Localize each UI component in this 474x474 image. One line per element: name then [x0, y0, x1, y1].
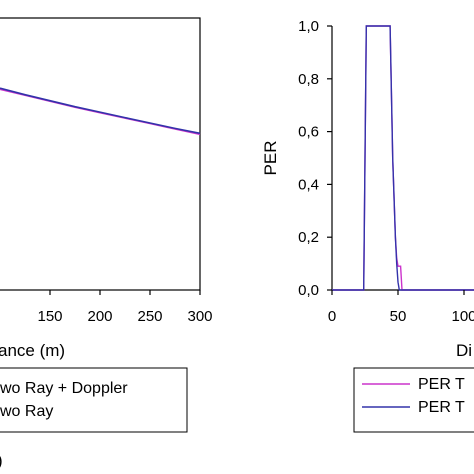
- right-y-axis-label: PER: [261, 141, 280, 176]
- right-x-axis-label: Di: [456, 341, 472, 360]
- right-x-tick-label: 100: [451, 308, 474, 325]
- left-plot-frame: [0, 17, 201, 291]
- left-series-line-1: [0, 87, 201, 135]
- right-y-ticks: 0,0 0,2 0,4 0,6 0,8 1,0: [298, 18, 332, 299]
- left-x-tick-label: 200: [87, 308, 112, 325]
- right-y-tick-label: 1,0: [298, 18, 319, 35]
- right-series-line-1: [332, 25, 474, 291]
- right-legend-box: [353, 367, 474, 433]
- right-y-tick-label: 0,0: [298, 282, 319, 299]
- left-legend-label-0: wo Ray + Doppler: [0, 380, 128, 397]
- right-chart: 0,00,20,40,60,81,0 0 50 100 PER Di PER TPE…: [261, 18, 474, 433]
- right-y-tick-label: 0,6: [298, 124, 319, 141]
- right-x-tick-label: 50: [390, 308, 407, 325]
- left-x-tick-label: 250: [137, 308, 162, 325]
- right-x-ticks: 0 50 100: [328, 290, 474, 325]
- right-series-group: [332, 25, 474, 291]
- left-chart: 150 200 250 300 ance (m) wo Ray + Dopplerwo…: [0, 17, 213, 470]
- left-legend: wo Ray + Doppler wo Ray: [0, 380, 128, 420]
- left-x-ticks: 150 200 250 300: [37, 290, 213, 325]
- right-y-tick-label: 0,2: [298, 229, 319, 246]
- left-x-axis-label: ance (m): [0, 341, 65, 360]
- left-x-tick-label: 300: [187, 308, 212, 325]
- right-y-tick-label: 0,8: [298, 71, 319, 88]
- left-series-group: [0, 87, 201, 136]
- left-corner-label: ): [0, 451, 3, 470]
- right-y-tick-label: 0,4: [298, 176, 319, 193]
- right-legend: PER T PER T: [362, 376, 465, 416]
- right-x-tick-label: 0: [328, 308, 336, 325]
- right-legend-label-0: PER T: [418, 376, 465, 393]
- left-x-tick-label: 150: [37, 308, 62, 325]
- right-series-line-0: [332, 25, 474, 291]
- right-legend-label-1: PER T: [418, 399, 465, 416]
- left-legend-label-1: wo Ray: [0, 403, 53, 420]
- left-legend-box: [0, 367, 188, 433]
